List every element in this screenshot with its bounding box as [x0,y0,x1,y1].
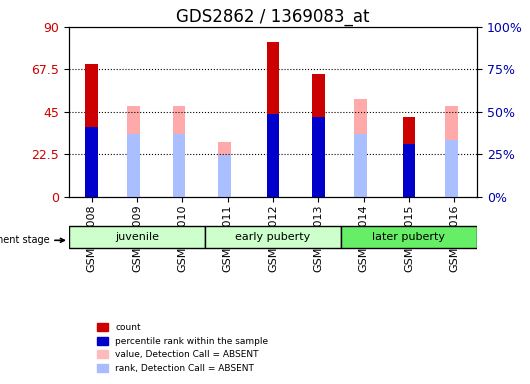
FancyBboxPatch shape [341,226,477,248]
Title: GDS2862 / 1369083_at: GDS2862 / 1369083_at [176,8,370,26]
Bar [312,118,325,197]
Bar [312,74,325,197]
Text: early puberty: early puberty [235,232,311,242]
Bar [127,106,140,197]
Bar [267,114,279,197]
Bar [354,134,367,197]
Bar [403,144,416,197]
Bar [69,197,477,234]
Bar [218,155,231,197]
FancyBboxPatch shape [205,226,341,248]
FancyBboxPatch shape [69,226,205,248]
Bar [445,106,457,197]
Bar [85,64,98,197]
Bar [354,99,367,197]
Bar [127,134,140,197]
Bar [445,140,457,197]
Bar [85,127,98,197]
Bar [173,106,185,197]
Legend: count, percentile rank within the sample, value, Detection Call = ABSENT, rank, : count, percentile rank within the sample… [95,320,271,376]
Bar [218,142,231,197]
Bar [173,134,185,197]
Bar [403,118,416,197]
Bar [267,42,279,197]
Text: later puberty: later puberty [373,232,446,242]
Text: juvenile: juvenile [115,232,159,242]
Text: development stage: development stage [0,235,64,245]
